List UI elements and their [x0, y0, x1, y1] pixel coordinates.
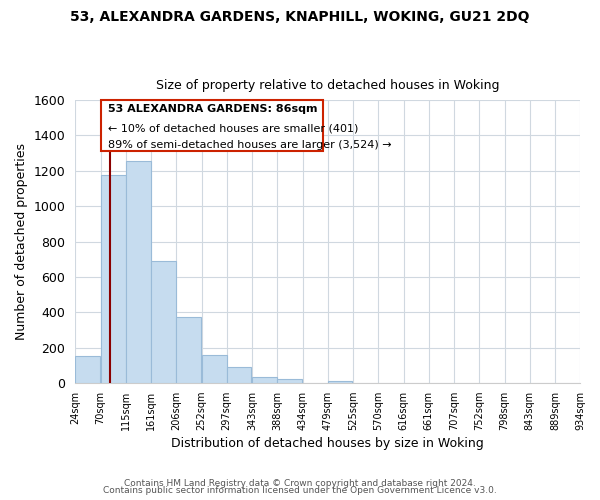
Text: 53 ALEXANDRA GARDENS: 86sqm: 53 ALEXANDRA GARDENS: 86sqm: [108, 104, 317, 114]
Bar: [176, 316, 201, 383]
Bar: [227, 366, 251, 383]
Bar: [328, 381, 352, 383]
Text: Contains public sector information licensed under the Open Government Licence v3: Contains public sector information licen…: [103, 486, 497, 495]
Bar: [277, 379, 302, 383]
Bar: [252, 376, 277, 383]
Bar: [75, 356, 100, 383]
Bar: [101, 175, 125, 383]
Bar: [126, 161, 151, 383]
X-axis label: Distribution of detached houses by size in Woking: Distribution of detached houses by size …: [171, 437, 484, 450]
Text: 53, ALEXANDRA GARDENS, KNAPHILL, WOKING, GU21 2DQ: 53, ALEXANDRA GARDENS, KNAPHILL, WOKING,…: [70, 10, 530, 24]
Bar: [151, 262, 176, 383]
Text: 89% of semi-detached houses are larger (3,524) →: 89% of semi-detached houses are larger (…: [108, 140, 391, 150]
Title: Size of property relative to detached houses in Woking: Size of property relative to detached ho…: [156, 79, 499, 92]
Text: ← 10% of detached houses are smaller (401): ← 10% of detached houses are smaller (40…: [108, 123, 358, 133]
Bar: [202, 354, 227, 383]
Text: Contains HM Land Registry data © Crown copyright and database right 2024.: Contains HM Land Registry data © Crown c…: [124, 478, 476, 488]
Y-axis label: Number of detached properties: Number of detached properties: [15, 143, 28, 340]
